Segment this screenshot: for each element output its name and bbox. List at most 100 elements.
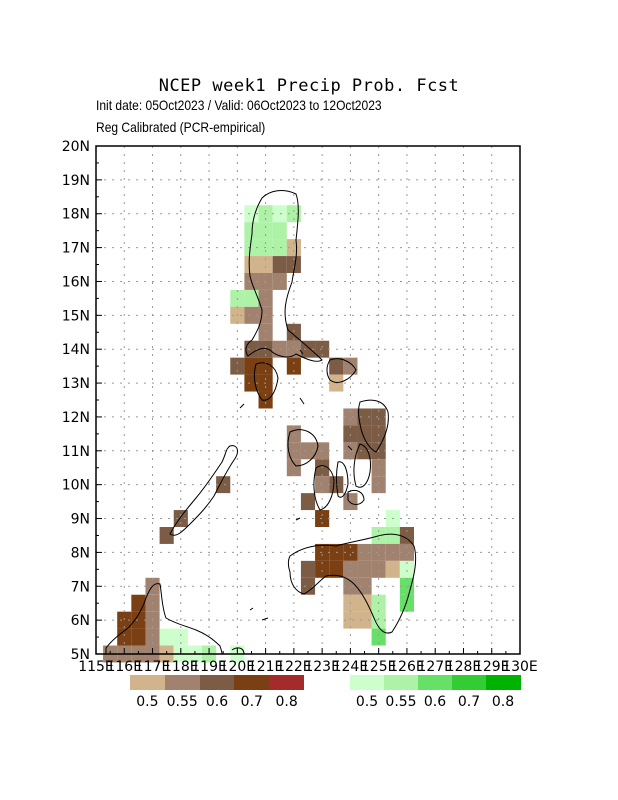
coastline-luzon <box>245 190 323 362</box>
probability-cell <box>131 628 146 646</box>
probability-cell <box>343 357 358 375</box>
probability-cell <box>286 239 301 257</box>
probability-cell <box>357 577 372 595</box>
probability-cell <box>272 239 287 257</box>
coastline-borneo <box>105 583 223 655</box>
y-tick-label: 7N <box>71 579 90 595</box>
probability-cell <box>315 543 330 561</box>
probability-cell <box>117 611 132 629</box>
probability-cell <box>300 442 316 460</box>
y-tick-label: 17N <box>62 241 90 257</box>
legend-label: 0.7 <box>240 694 263 710</box>
legend-label: 0.7 <box>457 694 481 710</box>
x-tick-label: 118E <box>163 659 199 675</box>
coastline-bohol <box>347 489 365 505</box>
probability-cell <box>371 628 386 646</box>
probability-cell <box>315 510 330 527</box>
probability-cell <box>272 340 287 358</box>
x-tick-label: 116E <box>106 659 142 675</box>
probability-cell <box>300 560 316 578</box>
probability-cell <box>357 425 372 443</box>
probability-cell <box>117 628 132 646</box>
y-tick-label: 14N <box>62 342 90 358</box>
legend-swatch <box>452 675 487 690</box>
y-tick-label: 18N <box>62 207 90 223</box>
probability-cell <box>258 323 273 341</box>
probability-cell <box>385 527 400 544</box>
probability-cell <box>343 408 358 426</box>
probability-cell <box>230 357 245 375</box>
legend-swatch <box>269 675 305 690</box>
coastline-leyte <box>353 443 371 488</box>
y-tick-label: 16N <box>62 274 90 290</box>
probability-cell <box>286 256 301 273</box>
probability-cell <box>357 408 372 426</box>
probability-cell <box>272 222 287 240</box>
probability-cell <box>159 527 174 544</box>
x-tick-label: 125E <box>361 659 397 675</box>
x-tick-label: 117E <box>135 659 171 675</box>
probability-cell <box>315 560 330 578</box>
probability-cell <box>315 340 330 358</box>
coastline-negros <box>313 465 335 511</box>
x-tick-labels: 115E116E117E118E119E120E121E122E123E124E… <box>78 659 538 675</box>
probability-cell <box>173 628 188 646</box>
x-tick-label: 126E <box>389 659 425 675</box>
y-tick-label: 15N <box>62 308 90 324</box>
probability-cell <box>244 222 259 240</box>
legend-label: 0.6 <box>423 694 447 710</box>
x-tick-label: 127E <box>417 659 453 675</box>
coastline-mindanao <box>288 533 417 634</box>
probability-cell <box>357 543 372 561</box>
probability-cell <box>357 442 372 460</box>
probability-cell <box>315 476 330 494</box>
x-tick-label: 124E <box>333 659 369 675</box>
probability-cell <box>371 425 386 443</box>
x-tick-label: 122E <box>276 659 312 675</box>
probability-cell <box>357 611 372 629</box>
probability-cell <box>244 357 259 375</box>
probability-cell <box>357 560 372 578</box>
probability-cell <box>399 560 414 578</box>
legend-label: 0.8 <box>491 694 515 710</box>
y-tick-label: 13N <box>62 376 90 392</box>
x-tick-label: 115E <box>78 659 114 675</box>
y-tick-label: 10N <box>62 478 90 494</box>
legend-wet <box>350 675 521 690</box>
x-tick-label: 130E <box>502 659 538 675</box>
y-tick-label: 8N <box>71 545 90 561</box>
probability-cell <box>343 611 358 629</box>
x-tick-label: 123E <box>304 659 340 675</box>
y-tick-label: 12N <box>62 410 90 426</box>
y-tick-label: 9N <box>71 512 90 528</box>
coastline-mindoro <box>253 362 279 401</box>
probability-cell <box>329 357 344 375</box>
probability-cell <box>272 205 287 223</box>
probability-cell <box>272 273 287 290</box>
legend-dry <box>130 675 305 690</box>
coastline-panay <box>287 429 319 467</box>
map-title: NCEP week1 Precip Prob. Fcst <box>158 76 460 96</box>
probability-cell <box>300 493 316 511</box>
legend-swatch <box>486 675 521 690</box>
probability-cell <box>244 289 259 307</box>
x-tick-label: 119E <box>191 659 227 675</box>
axis-ticks <box>95 145 521 655</box>
probability-cell <box>343 543 358 561</box>
probability-cell <box>286 323 301 341</box>
y-tick-label: 20N <box>62 139 90 155</box>
probability-cell <box>385 560 400 578</box>
probability-cell <box>371 560 386 578</box>
coastline-samar <box>358 399 389 453</box>
legend-swatch <box>418 675 453 690</box>
y-tick-label: 19N <box>62 173 90 189</box>
probability-cell <box>371 476 386 494</box>
x-tick-label: 120E <box>220 659 256 675</box>
probability-cell <box>272 256 287 273</box>
probability-cell <box>258 222 273 240</box>
probability-cell <box>244 205 259 223</box>
legend-label: 0.6 <box>205 694 229 710</box>
probability-cell <box>300 340 316 358</box>
probability-cell <box>329 560 344 578</box>
probability-cell <box>343 425 358 443</box>
